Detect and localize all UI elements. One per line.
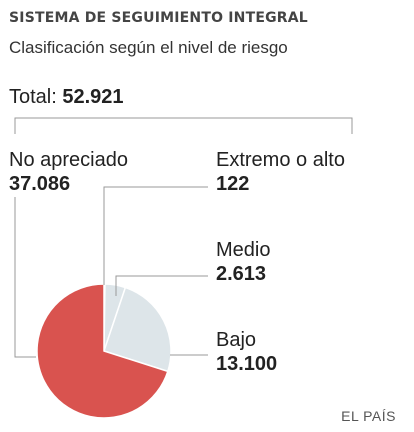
slice-value: 2.613 xyxy=(216,263,267,285)
slice-name: Bajo xyxy=(216,329,257,351)
slice-name: Extremo o alto xyxy=(216,149,345,171)
leader-no-apreciado xyxy=(14,197,36,358)
slice-value: 13.100 xyxy=(216,353,278,375)
slice-no-apreciado xyxy=(36,283,169,419)
slice-label-medio: Medio 2.613 xyxy=(216,238,270,286)
chart-title: SISTEMA DE SEGUIMIENTO INTEGRAL xyxy=(9,10,308,26)
leader-medio xyxy=(115,275,208,296)
slice-label-extremo: Extremo o alto 122 xyxy=(216,148,345,196)
slice-name: Medio xyxy=(216,239,271,261)
slice-value: 37.086 xyxy=(9,173,71,195)
pie-slices xyxy=(36,283,172,419)
slice-bajo xyxy=(103,286,172,373)
slice-name: No apreciado xyxy=(9,149,128,171)
slice-label-no-apreciado: No apreciado 37.086 xyxy=(9,148,128,196)
slice-value: 122 xyxy=(216,173,250,195)
source-credit: EL PAÍS xyxy=(341,408,396,424)
total-value: 52.921 xyxy=(62,86,124,108)
slice-label-bajo: Bajo 13.100 xyxy=(216,328,277,376)
chart-subtitle: Clasificación según el nivel de riesgo xyxy=(9,38,288,57)
total-bracket xyxy=(14,117,353,134)
total-label: Total: xyxy=(9,86,57,108)
total-line: Total: 52.921 xyxy=(9,86,124,109)
leader-extremo xyxy=(103,186,208,285)
